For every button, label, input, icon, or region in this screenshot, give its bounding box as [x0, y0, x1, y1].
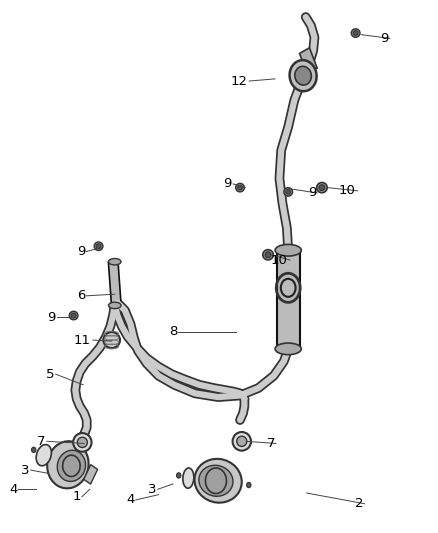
Ellipse shape: [247, 482, 251, 488]
Text: 4: 4: [9, 483, 18, 496]
Text: 7: 7: [266, 437, 275, 450]
Ellipse shape: [351, 29, 360, 37]
Ellipse shape: [290, 60, 317, 91]
Text: 9: 9: [380, 32, 389, 45]
Text: 10: 10: [271, 254, 288, 266]
Ellipse shape: [317, 182, 327, 193]
Ellipse shape: [275, 343, 301, 354]
Bar: [84, 465, 98, 484]
Ellipse shape: [237, 436, 247, 447]
Ellipse shape: [94, 242, 103, 251]
Ellipse shape: [109, 302, 121, 309]
Text: 3: 3: [148, 483, 157, 496]
Ellipse shape: [265, 252, 271, 257]
Text: 7: 7: [37, 435, 46, 448]
Ellipse shape: [177, 473, 181, 478]
Ellipse shape: [238, 185, 243, 190]
Ellipse shape: [96, 244, 101, 248]
Ellipse shape: [36, 445, 51, 466]
Text: 5: 5: [46, 368, 55, 381]
Bar: [300, 48, 317, 74]
Text: 9: 9: [47, 311, 56, 324]
Ellipse shape: [275, 245, 301, 256]
Ellipse shape: [233, 432, 251, 451]
Ellipse shape: [109, 259, 121, 265]
Ellipse shape: [295, 66, 311, 85]
Ellipse shape: [353, 31, 358, 36]
Bar: [108, 261, 121, 306]
Text: 4: 4: [126, 494, 135, 506]
Text: 3: 3: [21, 464, 30, 477]
Ellipse shape: [199, 465, 233, 496]
Ellipse shape: [284, 188, 293, 196]
Ellipse shape: [319, 185, 325, 190]
Bar: [277, 250, 300, 349]
Ellipse shape: [73, 433, 92, 452]
Ellipse shape: [57, 450, 85, 481]
Text: 9: 9: [307, 187, 316, 199]
Ellipse shape: [263, 249, 273, 260]
Ellipse shape: [32, 447, 36, 453]
Ellipse shape: [194, 459, 242, 503]
Ellipse shape: [286, 189, 291, 195]
Text: 6: 6: [77, 289, 85, 302]
Text: 9: 9: [223, 177, 232, 190]
Ellipse shape: [69, 311, 78, 320]
Ellipse shape: [236, 183, 244, 192]
Text: 9: 9: [77, 245, 85, 258]
Text: 11: 11: [74, 334, 91, 346]
Text: 12: 12: [230, 75, 247, 87]
Ellipse shape: [47, 441, 88, 488]
Text: 10: 10: [339, 184, 355, 197]
Ellipse shape: [77, 437, 88, 448]
Text: 1: 1: [72, 490, 81, 503]
Ellipse shape: [183, 468, 194, 488]
Ellipse shape: [71, 313, 76, 318]
Text: 8: 8: [169, 325, 177, 338]
Ellipse shape: [103, 332, 120, 348]
Text: 2: 2: [355, 497, 364, 510]
